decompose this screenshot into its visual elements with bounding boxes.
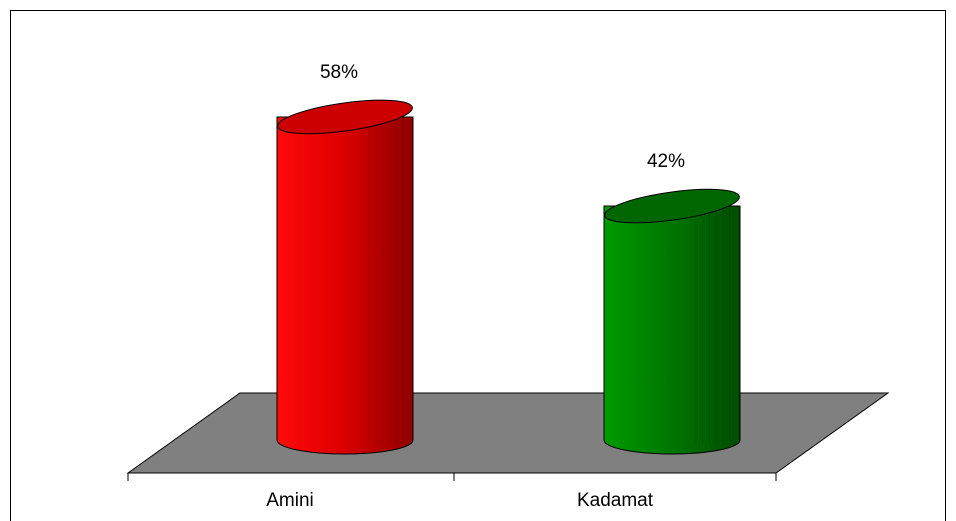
x-tick-label: Kadamat xyxy=(577,490,654,511)
bar-top xyxy=(604,188,740,224)
value-label: 42% xyxy=(647,151,685,172)
value-label: 58% xyxy=(320,62,358,83)
bar-body xyxy=(603,205,741,455)
bar xyxy=(603,188,741,455)
bar-body xyxy=(276,116,414,455)
floor xyxy=(126,392,890,474)
bar xyxy=(276,99,414,455)
bar-top xyxy=(277,99,413,135)
x-tick-label: Amini xyxy=(266,490,314,511)
